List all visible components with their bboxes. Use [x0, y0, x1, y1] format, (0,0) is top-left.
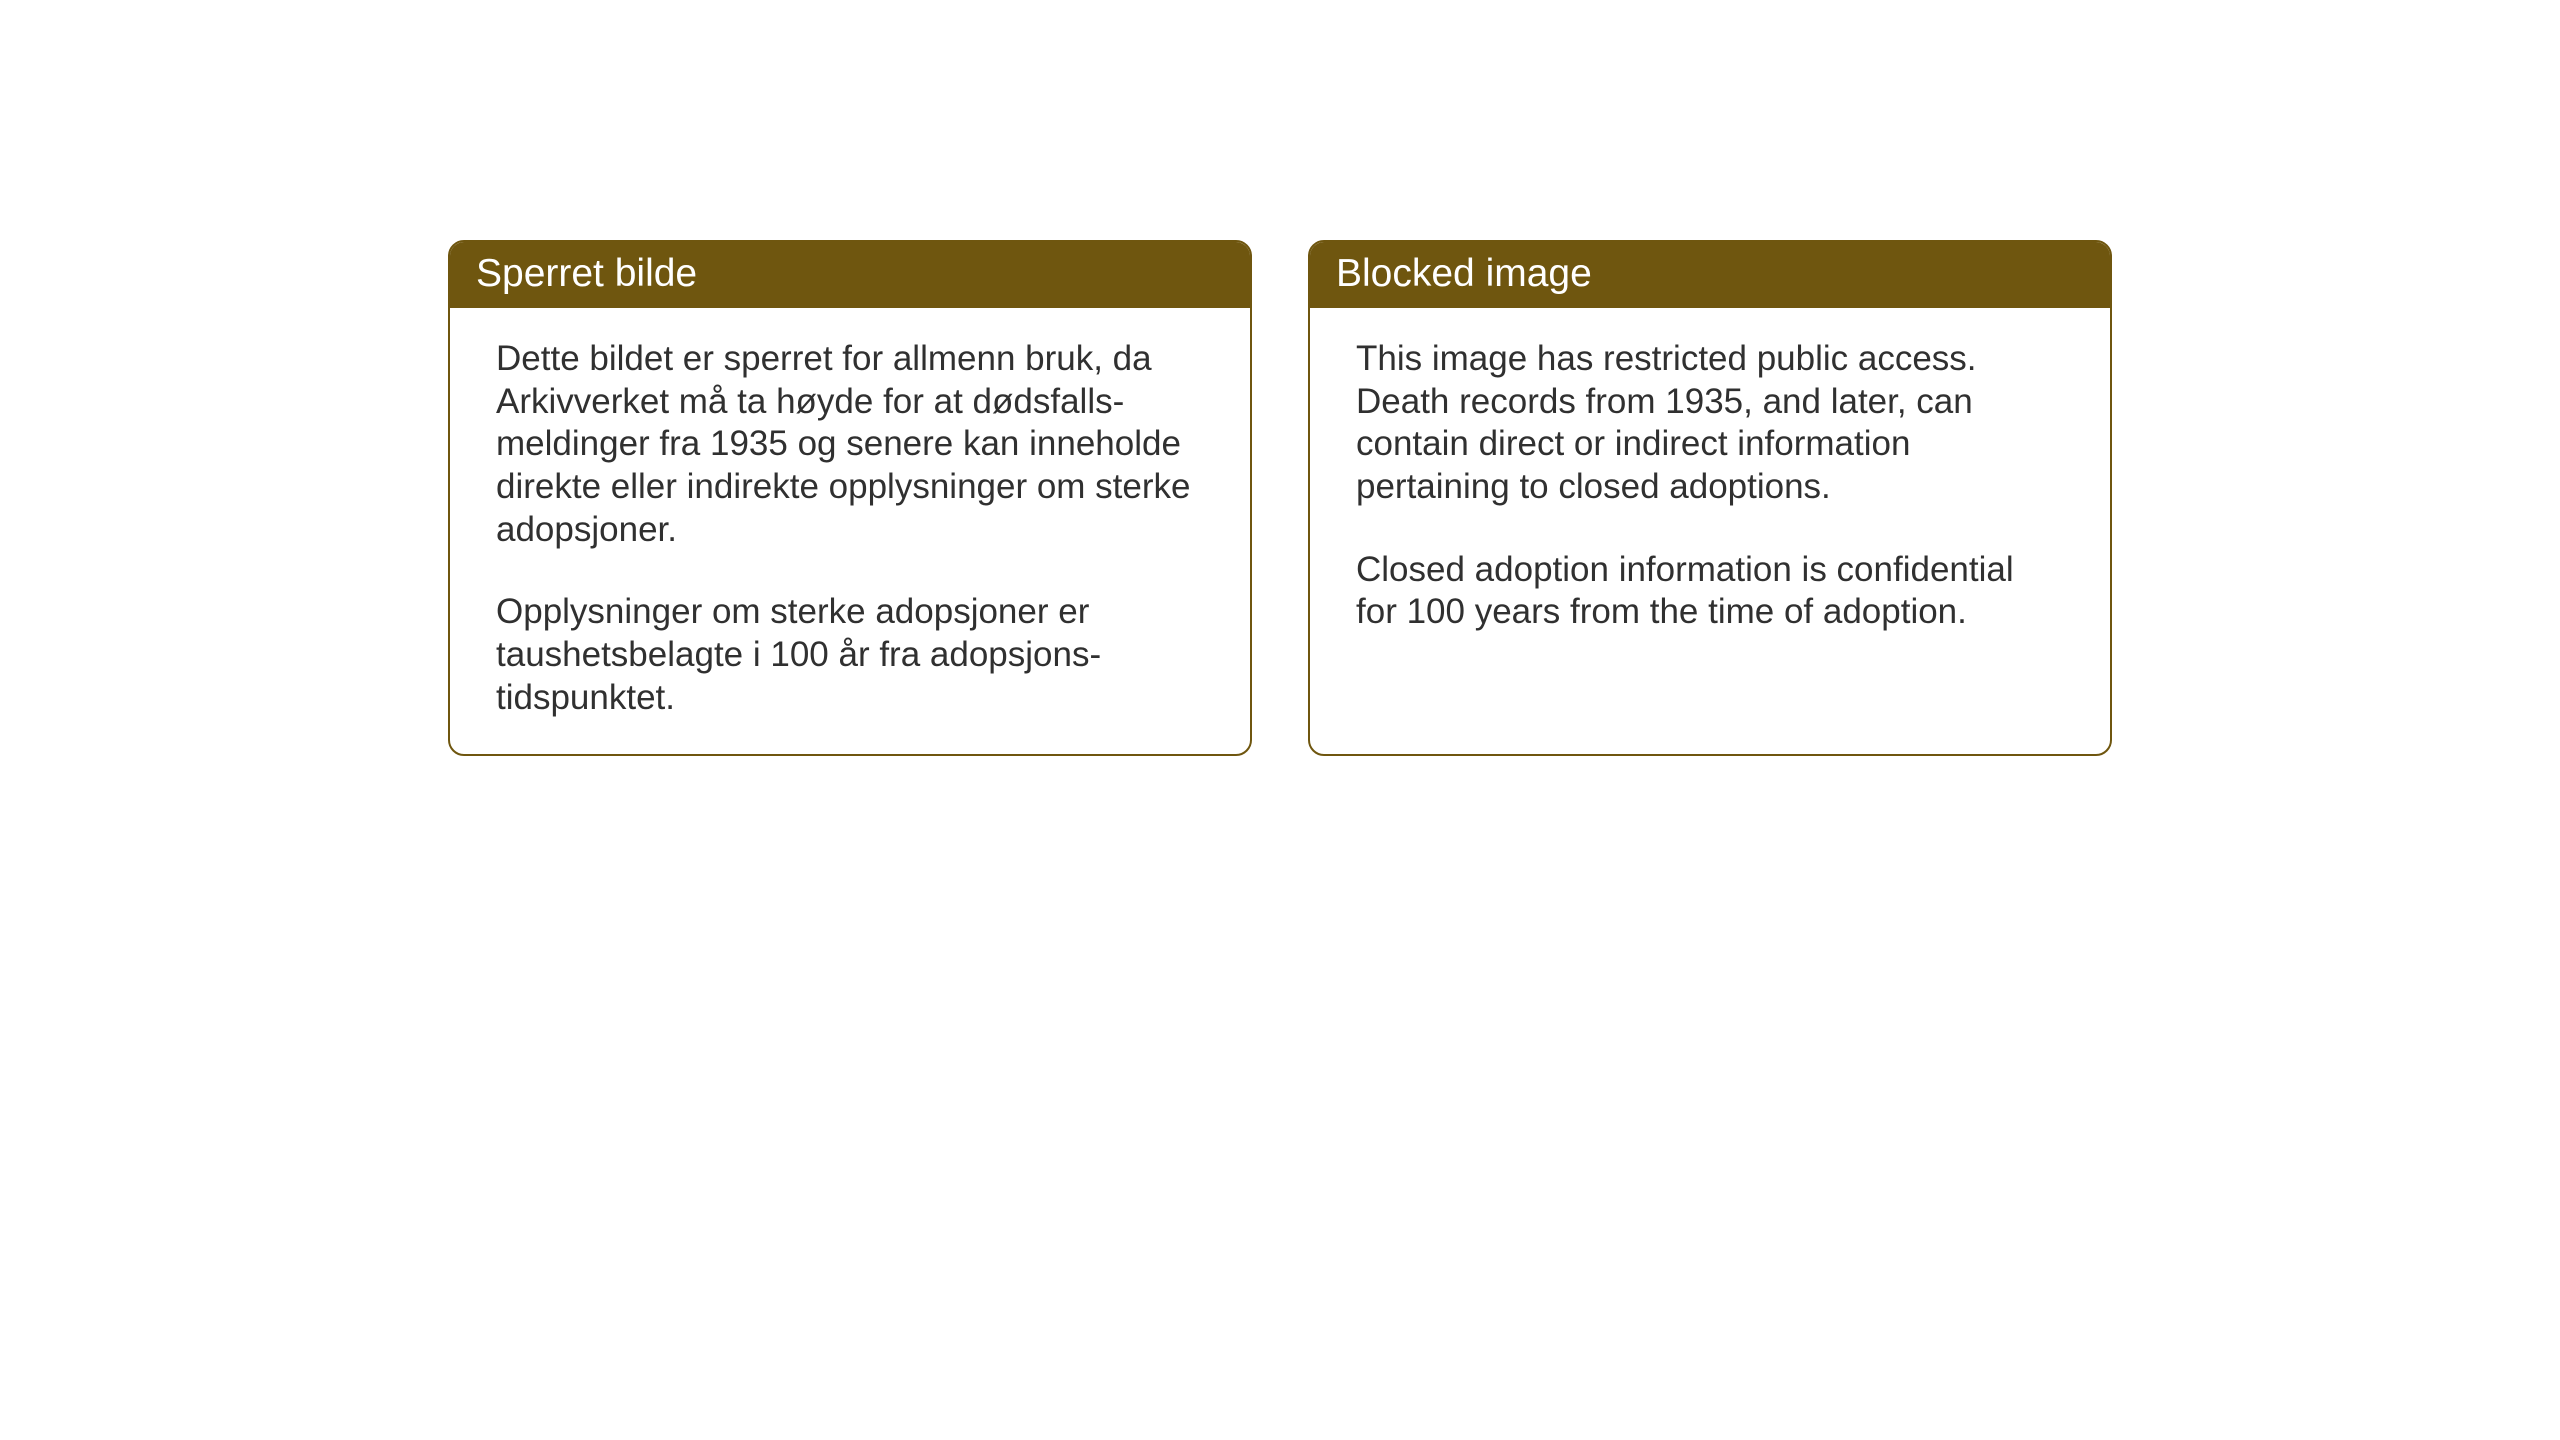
cards-container: Sperret bilde Dette bildet er sperret fo… [448, 240, 2112, 756]
card-paragraph-2: Closed adoption information is confident… [1356, 549, 2064, 634]
card-title: Blocked image [1336, 252, 1592, 295]
card-header-norwegian: Sperret bilde [450, 242, 1250, 308]
card-english: Blocked image This image has restricted … [1308, 240, 2112, 756]
card-body-english: This image has restricted public access.… [1310, 308, 2110, 748]
card-paragraph-1: This image has restricted public access.… [1356, 338, 2064, 509]
card-norwegian: Sperret bilde Dette bildet er sperret fo… [448, 240, 1252, 756]
card-title: Sperret bilde [476, 252, 697, 295]
card-paragraph-2: Opplysninger om sterke adopsjoner er tau… [496, 591, 1204, 719]
card-header-english: Blocked image [1310, 242, 2110, 308]
card-body-norwegian: Dette bildet er sperret for allmenn bruk… [450, 308, 1250, 754]
card-paragraph-1: Dette bildet er sperret for allmenn bruk… [496, 338, 1204, 551]
